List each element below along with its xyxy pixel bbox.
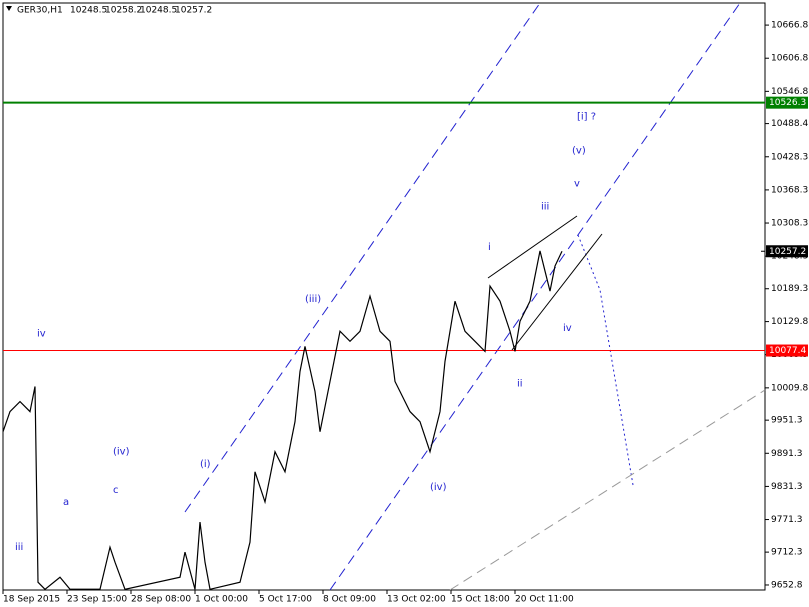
wave-label: [i] ? (577, 111, 596, 122)
menu-arrow[interactable] (6, 6, 12, 11)
level-label-bg (766, 344, 808, 357)
y-tick-label: 9771.3 (771, 515, 803, 525)
ohlc-value: 10257.2 (175, 6, 212, 16)
x-tick-label: 1 Oct 00:00 (195, 595, 248, 605)
ohlc-value: 10248.5 (140, 6, 177, 16)
price-line (2, 250, 563, 591)
y-tick-label: 10308.3 (771, 219, 808, 229)
wave-label: v (574, 179, 580, 190)
wave-label: (iii) (305, 294, 321, 305)
trendlines (184, 2, 766, 591)
y-tick-label: 10368.3 (771, 185, 808, 195)
y-tick-label: 9712.3 (771, 548, 803, 558)
y-tick-label: 10606.8 (771, 54, 808, 64)
wave-label: (v) (572, 146, 586, 157)
support-line (449, 389, 766, 591)
x-tick-label: 15 Oct 18:00 (451, 595, 510, 605)
wave-label: c (113, 485, 119, 496)
ohlc-value: 10248.5 (70, 6, 107, 16)
plot-frame (2, 2, 766, 591)
x-tick-label: 8 Oct 09:00 (323, 595, 376, 605)
wave-label: (iv) (430, 482, 447, 493)
y-tick-label: 9891.3 (771, 449, 803, 459)
x-tick-label: 18 Sep 2015 (3, 595, 60, 605)
wave-label: iv (563, 323, 572, 334)
ohlc-value: 10258.2 (105, 6, 142, 16)
last-price-label: 10257.2 (769, 247, 806, 257)
y-tick-label: 10428.3 (771, 152, 808, 162)
wedge-line (511, 233, 603, 351)
y-tick-label: 10666.8 (771, 21, 808, 31)
channel-line (329, 2, 741, 591)
wave-label: iii (15, 542, 23, 553)
channel-line (184, 2, 541, 513)
y-tick-label: 9652.8 (771, 580, 803, 590)
x-tick-label: 13 Oct 02:00 (387, 595, 446, 605)
x-tick-label: 20 Oct 11:00 (515, 595, 574, 605)
y-tick-label: 10009.8 (771, 383, 808, 393)
y-tick-label: 10488.4 (771, 119, 808, 129)
level-label-bg (766, 96, 808, 109)
wave-label: iv (37, 328, 46, 339)
wave-label: (iv) (113, 447, 130, 458)
x-tick-label: 5 Oct 17:00 (259, 595, 312, 605)
forecast-line (577, 234, 634, 486)
y-tick-label: 10189.3 (771, 284, 808, 294)
wave-label: (i) (200, 459, 211, 470)
wave-label: a (63, 497, 69, 508)
level-label: 10077.4 (769, 346, 806, 356)
x-tick-label: 23 Sep 15:00 (67, 595, 127, 605)
wave-label: i (488, 242, 491, 253)
y-tick-label: 10129.8 (771, 317, 808, 327)
chart-title: GER30,H1 (17, 6, 63, 16)
y-tick-label: 10546.8 (771, 87, 808, 97)
wave-label: iii (541, 202, 549, 213)
level-label: 10526.3 (769, 98, 806, 108)
y-tick-label: 9831.3 (771, 482, 803, 492)
wave-label: ii (517, 378, 523, 389)
y-tick-label: 9951.3 (771, 416, 803, 426)
last-price-bg (766, 245, 808, 258)
x-tick-label: 28 Sep 08:00 (131, 595, 191, 605)
wedge-line (487, 215, 578, 279)
